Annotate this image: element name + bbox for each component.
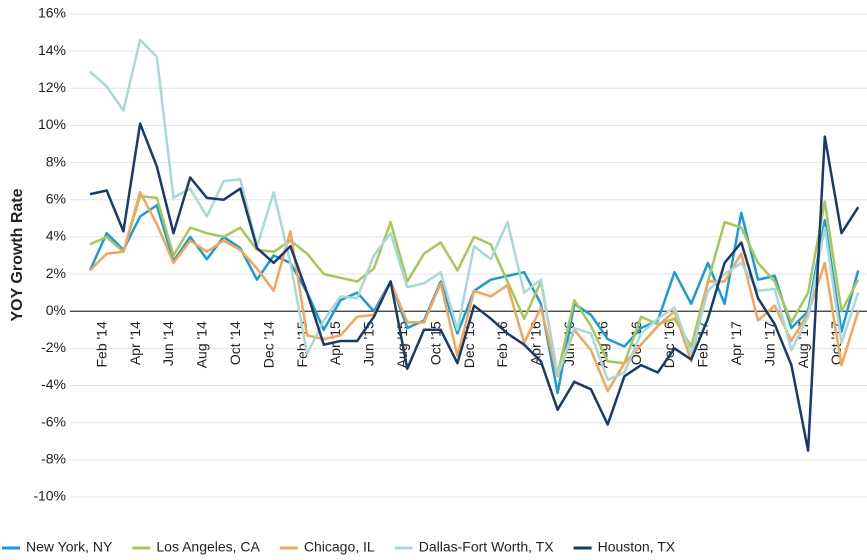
y-tick-label: 12% xyxy=(38,79,66,95)
y-tick-label: 4% xyxy=(46,228,66,244)
x-tick-label: Apr '16 xyxy=(528,321,544,365)
x-tick-label: Oct '14 xyxy=(227,321,243,365)
x-tick-label: Feb '17 xyxy=(695,321,711,367)
x-tick-label: Jun '17 xyxy=(761,321,777,366)
x-tick-label: Dec '15 xyxy=(461,321,477,368)
y-tick-label: 6% xyxy=(46,190,66,206)
x-tick-label: Dec '14 xyxy=(260,321,276,368)
x-tick-label: Jun '15 xyxy=(361,321,377,366)
x-tick-label: Jun '14 xyxy=(160,321,176,366)
legend-label: Houston, TX xyxy=(598,539,676,555)
y-tick-label: 2% xyxy=(46,265,66,281)
y-tick-label: 14% xyxy=(38,42,66,58)
y-tick-label: 16% xyxy=(38,5,66,21)
x-tick-label: Feb '14 xyxy=(93,321,109,367)
legend-label: New York, NY xyxy=(26,539,113,555)
y-tick-label: -10% xyxy=(33,488,66,504)
y-tick-label: -8% xyxy=(41,451,66,467)
series-line xyxy=(89,191,860,393)
legend-label: Dallas-Fort Worth, TX xyxy=(419,539,555,555)
y-tick-label: 8% xyxy=(46,153,66,169)
series-line xyxy=(89,122,860,452)
x-tick-label: Aug '14 xyxy=(194,321,210,368)
y-tick-label: -2% xyxy=(41,339,66,355)
x-tick-label: Dec '16 xyxy=(661,321,677,368)
x-tick-label: Apr '14 xyxy=(127,321,143,365)
x-tick-label: Oct '15 xyxy=(427,321,443,365)
legend-label: Chicago, IL xyxy=(304,539,375,555)
x-tick-label: Apr '17 xyxy=(728,321,744,365)
series-line xyxy=(89,38,860,382)
legend-label: Los Angeles, CA xyxy=(156,539,260,555)
series-line xyxy=(89,194,860,376)
y-axis-label: YOY Growth Rate xyxy=(9,188,26,321)
y-tick-label: -6% xyxy=(41,413,66,429)
y-tick-label: 0% xyxy=(46,302,66,318)
y-tick-label: -4% xyxy=(41,376,66,392)
y-tick-label: 10% xyxy=(38,116,66,132)
